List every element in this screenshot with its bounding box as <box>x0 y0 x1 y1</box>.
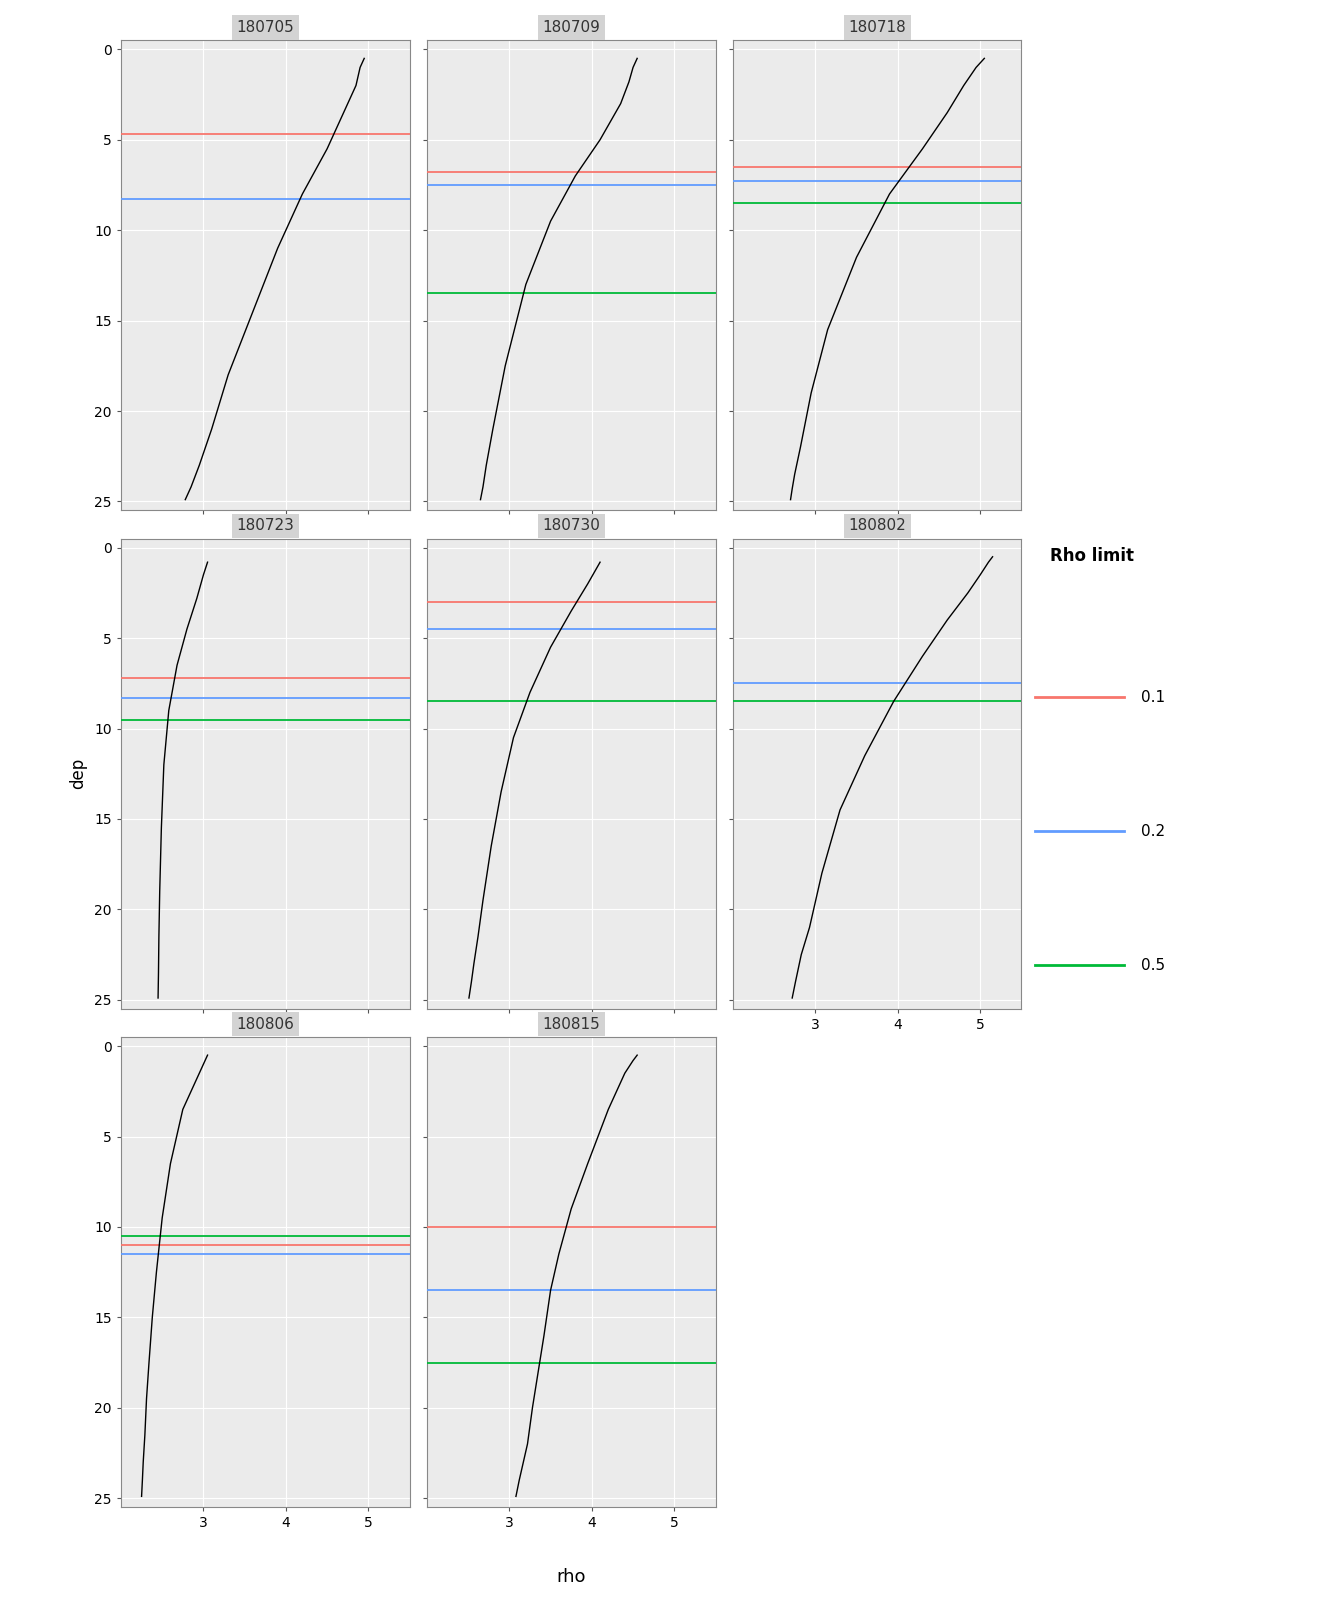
Text: 0.5: 0.5 <box>1141 958 1165 972</box>
Title: 180730: 180730 <box>542 519 601 534</box>
Y-axis label: dep: dep <box>70 758 87 790</box>
Text: 0.2: 0.2 <box>1141 824 1165 838</box>
Title: 180709: 180709 <box>542 19 601 35</box>
Title: 180723: 180723 <box>237 519 294 534</box>
Title: 180718: 180718 <box>848 19 906 35</box>
Title: 180815: 180815 <box>543 1017 599 1032</box>
Title: 180705: 180705 <box>237 19 294 35</box>
Title: 180806: 180806 <box>237 1017 294 1032</box>
Text: rho: rho <box>556 1567 586 1586</box>
Text: Rho limit: Rho limit <box>1050 548 1134 566</box>
Title: 180802: 180802 <box>848 519 906 534</box>
Text: 0.1: 0.1 <box>1141 690 1165 704</box>
